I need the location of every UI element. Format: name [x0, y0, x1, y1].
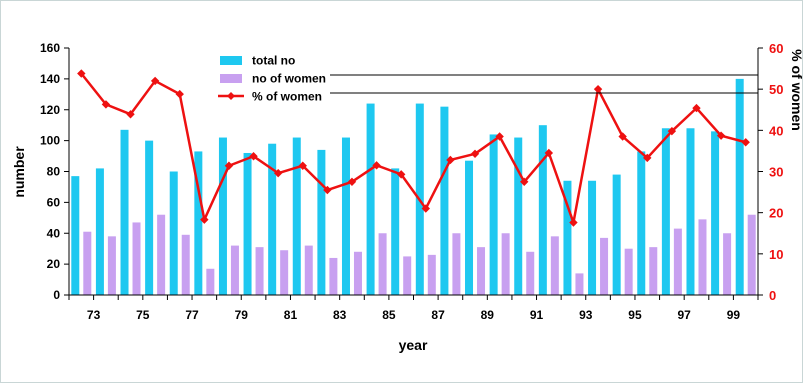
y2-tick-label: 0 [769, 288, 776, 303]
legend-swatch-1 [220, 74, 242, 83]
x-tick-label: 93 [579, 308, 593, 322]
x-tick-label: 73 [87, 308, 101, 322]
bar-total-no-75 [121, 130, 129, 295]
legend-label-1: no of women [252, 72, 326, 86]
bar-total-no-80 [244, 153, 252, 295]
bar-total-no-97 [662, 128, 670, 295]
y-tick-label: 100 [40, 134, 60, 148]
bar-no-of-women-75 [133, 222, 141, 295]
bar-no-of-women-77 [182, 235, 190, 295]
y-axis-label: number [11, 146, 27, 198]
bar-no-of-women-73 [83, 232, 91, 295]
y-tick-label: 120 [40, 103, 60, 117]
bar-no-of-women-86 [403, 256, 411, 295]
bar-no-of-women-85 [379, 233, 387, 295]
x-tick-label: 79 [235, 308, 249, 322]
bar-total-no-85 [367, 104, 375, 295]
y-tick-label: 140 [40, 72, 60, 86]
bar-total-no-84 [342, 138, 350, 295]
bar-no-of-women-79 [231, 246, 239, 295]
y2-tick-label: 50 [769, 82, 783, 97]
bar-total-no-77 [170, 172, 178, 296]
bar-total-no-88 [440, 107, 448, 295]
bar-no-of-women-78 [206, 269, 214, 295]
bar-total-no-83 [317, 150, 325, 295]
y2-tick-label: 30 [769, 165, 783, 180]
x-tick-label: 83 [333, 308, 347, 322]
y2-tick-label: 40 [769, 123, 783, 138]
x-tick-label: 81 [284, 308, 298, 322]
y-tick-label: 40 [47, 226, 61, 240]
y2-tick-label: 60 [769, 41, 783, 56]
legend: total no no of women % of women [218, 54, 758, 104]
bar-total-no-76 [145, 141, 153, 295]
bar-no-of-women-74 [108, 236, 116, 295]
bar-no-of-women-98 [698, 219, 706, 295]
bar-no-of-women-81 [280, 250, 288, 295]
bar-total-no-96 [637, 151, 645, 295]
bar-total-no-91 [514, 138, 522, 295]
y2-tick-label: 20 [769, 206, 783, 221]
x-tick-label: 89 [481, 308, 495, 322]
bar-total-no-86 [391, 168, 399, 295]
bar-no-of-women-100 [748, 215, 756, 295]
x-axis-label: year [399, 337, 428, 353]
y2-tick-label: 10 [769, 247, 783, 262]
bar-no-of-women-84 [354, 252, 362, 295]
legend-swatch-0 [220, 56, 242, 65]
y-tick-label: 20 [47, 257, 61, 271]
legend-label-0: total no [252, 54, 295, 68]
y-tick-label: 160 [40, 41, 60, 55]
legend-marker-2 [227, 92, 235, 100]
bar-total-no-82 [293, 138, 301, 295]
bar-no-of-women-97 [674, 229, 682, 295]
x-tick-label: 85 [382, 308, 396, 322]
bar-no-of-women-94 [600, 238, 608, 295]
bar-total-no-92 [539, 125, 547, 295]
bar-no-of-women-99 [723, 233, 731, 295]
bar-no-of-women-89 [477, 247, 485, 295]
bar-total-no-95 [613, 175, 621, 295]
y-tick-label: 80 [47, 165, 61, 179]
x-tick-label: 97 [678, 308, 692, 322]
bar-no-of-women-80 [256, 247, 264, 295]
legend-label-2: % of women [252, 90, 322, 104]
y-tick-label: 60 [47, 195, 61, 209]
bar-no-of-women-92 [551, 236, 559, 295]
bar-total-no-89 [465, 161, 473, 295]
x-tick-label: 99 [727, 308, 741, 322]
bar-total-no-98 [686, 128, 694, 295]
x-tick-label: 77 [185, 308, 199, 322]
bar-no-of-women-96 [649, 247, 657, 295]
bar-no-of-women-90 [502, 233, 510, 295]
bar-no-of-women-83 [329, 258, 337, 295]
bar-total-no-100 [736, 79, 744, 295]
bar-total-no-79 [219, 138, 227, 295]
bar-no-of-women-91 [526, 252, 534, 295]
x-tick-label: 75 [136, 308, 150, 322]
bar-no-of-women-87 [428, 255, 436, 295]
bar-no-of-women-82 [305, 246, 313, 295]
bar-total-no-90 [490, 134, 498, 295]
bar-no-of-women-88 [452, 233, 460, 295]
bar-total-no-74 [96, 168, 104, 295]
bar-total-no-94 [588, 181, 596, 295]
bar-no-of-women-93 [575, 273, 583, 295]
bars-layer [71, 79, 755, 295]
x-tick-label: 91 [530, 308, 544, 322]
bar-no-of-women-76 [157, 215, 165, 295]
y-tick-label: 0 [53, 288, 60, 302]
bar-total-no-99 [711, 131, 719, 295]
bar-no-of-women-95 [625, 249, 633, 295]
y2-axis-label: % of women [789, 49, 803, 131]
x-tick-label: 87 [431, 308, 445, 322]
bar-total-no-73 [71, 176, 79, 295]
x-tick-label: 95 [628, 308, 642, 322]
